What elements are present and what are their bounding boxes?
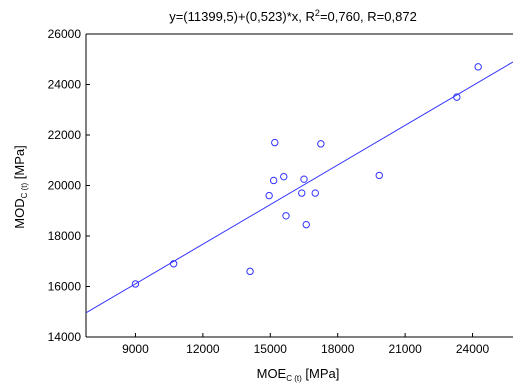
plot-area <box>85 33 513 338</box>
data-point <box>169 260 178 268</box>
y-tick-label: 24000 <box>48 78 82 92</box>
y-axis-ticks: 14000 16000 18000 20000 22000 24000 26000 <box>48 27 90 344</box>
data-point <box>453 93 461 101</box>
x-tick-label: 18000 <box>321 342 355 356</box>
fit-line-group <box>85 61 513 314</box>
chart-title: y=(11399,5)+(0,523)*x, R2=0,760, R=0,872 <box>169 8 417 24</box>
x-tick-label: 24000 <box>456 342 490 356</box>
x-tick-label: 15000 <box>254 342 288 356</box>
data-point <box>280 172 288 181</box>
data-point <box>311 189 319 197</box>
y-tick-label: 20000 <box>48 179 82 193</box>
x-axis-title: MOEC (t) [MPa] <box>257 366 340 383</box>
data-point <box>317 140 325 148</box>
x-axis-title-unit: [MPa] <box>302 366 340 381</box>
title-equation: y=(11399,5)+(0,523)*x, R <box>169 9 315 24</box>
y-tick-label: 14000 <box>48 330 82 344</box>
x-axis-title-subscript: C (t) <box>286 374 302 383</box>
data-point <box>269 176 278 185</box>
data-point <box>271 138 279 147</box>
title-superscript: 2 <box>315 8 320 18</box>
title-statistics: =0,760, R=0,872 <box>320 9 417 24</box>
data-point <box>474 63 482 71</box>
y-tick-label: 16000 <box>48 280 82 294</box>
data-point <box>282 212 290 220</box>
data-points <box>131 63 482 288</box>
y-tick-label: 22000 <box>48 128 82 142</box>
regression-line <box>85 61 513 314</box>
data-point <box>265 191 273 200</box>
data-point <box>298 189 306 197</box>
y-axis-title: MODC (t) [MPa] <box>12 145 29 228</box>
data-point <box>246 267 254 276</box>
data-point <box>131 280 140 288</box>
y-tick-label: 18000 <box>48 229 82 243</box>
y-tick-label: 26000 <box>48 27 82 41</box>
y-axis-title-unit: [MPa] <box>12 145 27 183</box>
y-axis-title-subscript: C (t) <box>20 183 29 199</box>
data-point <box>300 175 308 183</box>
x-axis-title-main: MOE <box>257 366 287 381</box>
x-tick-label: 9000 <box>122 342 149 356</box>
x-tick-label: 12000 <box>186 342 220 356</box>
x-tick-label: 21000 <box>388 342 422 356</box>
data-point <box>375 171 383 180</box>
y-axis-title-main: MOD <box>12 198 27 228</box>
x-axis-ticks: 9000 12000 15000 18000 21000 24000 <box>122 333 490 356</box>
data-point <box>302 220 310 229</box>
